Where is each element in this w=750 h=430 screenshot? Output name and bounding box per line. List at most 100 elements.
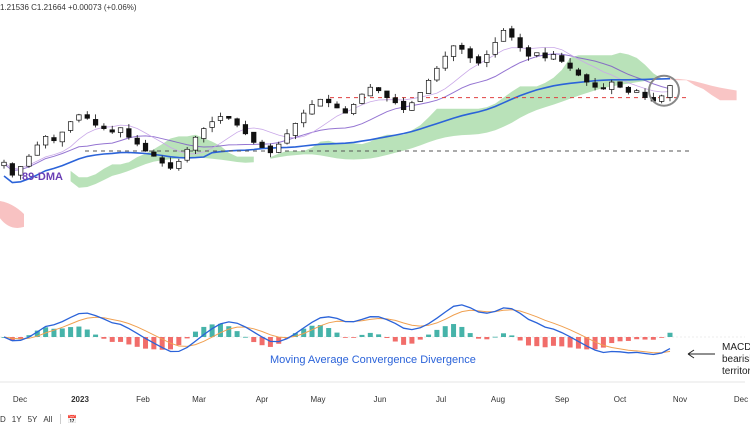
candle-body-4 <box>34 144 40 156</box>
macd-hist-bar-33 <box>276 337 282 344</box>
macd-hist-bar-71 <box>592 337 598 350</box>
macd-hist-bar-77 <box>642 337 648 340</box>
x-tick-label-6: Jun <box>374 395 387 404</box>
candle-1 <box>9 162 15 178</box>
macd-hist-bar-23 <box>192 331 198 337</box>
macd-hist-bar-4 <box>34 330 40 337</box>
candle-75 <box>625 85 631 95</box>
cloud-bull-2 <box>270 52 662 160</box>
macd-hist-bar-21 <box>176 337 182 346</box>
candle-body-11 <box>92 119 99 126</box>
candle-11 <box>92 114 99 128</box>
candle-body-26 <box>217 116 224 121</box>
candle-body-2 <box>18 166 24 176</box>
macd-hist-bar-37 <box>309 325 315 337</box>
macd-hist-bar-48 <box>401 337 407 345</box>
candle-body-12 <box>101 125 107 129</box>
candle-body-49 <box>409 102 415 111</box>
candle-body-79 <box>659 95 665 102</box>
macd-hist-bar-27 <box>226 326 232 337</box>
candle-body-47 <box>392 97 398 104</box>
ma-200-line <box>3 77 671 184</box>
x-tick-label-12: Dec <box>734 395 748 404</box>
calendar-icon[interactable]: 📅 <box>67 414 78 424</box>
candle-32 <box>267 143 274 158</box>
macd-hist-bar-25 <box>209 324 215 337</box>
candle-body-5 <box>43 136 49 146</box>
candle-body-35 <box>292 123 298 136</box>
label-macd-callout-line-0: MACD: <box>722 342 750 353</box>
candle-29 <box>242 120 249 136</box>
candle-body-28 <box>234 118 240 126</box>
candle-body-44 <box>367 86 373 97</box>
candle-51 <box>425 78 432 94</box>
candle-20 <box>167 157 174 170</box>
candle-0 <box>1 159 7 169</box>
candle-body-17 <box>142 142 149 152</box>
candle-44 <box>367 84 373 97</box>
macd-hist-bar-62 <box>517 337 523 341</box>
candle-body-30 <box>251 131 257 143</box>
macd-hist-bar-31 <box>259 337 265 346</box>
range-d[interactable]: D <box>0 414 6 424</box>
macd-hist-bar-47 <box>392 337 398 342</box>
x-tick-label-3: Mar <box>192 395 206 404</box>
macd-hist-bar-57 <box>476 337 482 339</box>
candle-27 <box>226 116 232 120</box>
candle-25 <box>209 116 215 133</box>
candle-47 <box>392 93 398 105</box>
macd-hist-bar-61 <box>509 335 515 337</box>
x-tick-label-10: Oct <box>614 395 627 404</box>
candle-2 <box>18 166 24 180</box>
candle-body-40 <box>334 103 340 109</box>
macd-hist-bar-50 <box>417 337 423 340</box>
macd-hist-bar-75 <box>625 337 631 341</box>
macd-hist-bar-51 <box>426 334 432 337</box>
macd-hist-bar-65 <box>542 337 548 348</box>
candle-8 <box>67 121 74 133</box>
range-1y[interactable]: 1Y <box>11 414 22 424</box>
ichimoku-cloud <box>0 52 737 228</box>
candle-body-43 <box>359 93 365 104</box>
candle-body-68 <box>567 62 573 69</box>
candle-body-59 <box>492 42 498 55</box>
range-all[interactable]: All <box>43 414 53 424</box>
macd-hist-bar-30 <box>251 337 257 343</box>
candle-17 <box>142 139 149 152</box>
range-5y[interactable]: 5Y <box>27 414 38 424</box>
candle-body-37 <box>309 104 315 115</box>
macd-hist-bar-60 <box>501 333 506 337</box>
candle-body-55 <box>459 44 465 50</box>
candle-body-75 <box>625 86 631 93</box>
macd-hist-bar-69 <box>575 337 581 349</box>
candle-76 <box>634 88 640 93</box>
candle-body-57 <box>475 56 482 64</box>
candle-38 <box>317 98 323 107</box>
candle-62 <box>517 33 523 52</box>
candle-body-36 <box>301 112 307 124</box>
candle-body-80 <box>667 85 673 98</box>
candle-60 <box>500 28 507 42</box>
candle-body-71 <box>592 82 598 88</box>
macd-hist-bar-43 <box>359 334 365 337</box>
macd-hist-bar-78 <box>650 337 656 340</box>
candle-4 <box>34 141 40 156</box>
candle-body-70 <box>584 74 590 83</box>
candle-body-18 <box>151 151 157 157</box>
macd-hist-bar-22 <box>184 337 190 339</box>
candle-52 <box>434 66 440 82</box>
macd-hist-bar-29 <box>242 336 248 338</box>
macd-hist-bar-9 <box>76 326 82 337</box>
macd-hist-bar-80 <box>667 332 673 337</box>
candle-42 <box>351 103 357 116</box>
label-89-dma: 89-DMA <box>22 171 63 183</box>
macd-hist-bar-39 <box>326 328 332 337</box>
candlesticks <box>1 25 673 180</box>
candle-63 <box>525 45 532 61</box>
macd-hist-bar-19 <box>159 337 165 350</box>
macd-hist-bar-14 <box>118 337 124 342</box>
candle-body-16 <box>134 137 140 145</box>
highlight-circle-shape <box>648 74 680 107</box>
candle-body-64 <box>534 52 540 56</box>
